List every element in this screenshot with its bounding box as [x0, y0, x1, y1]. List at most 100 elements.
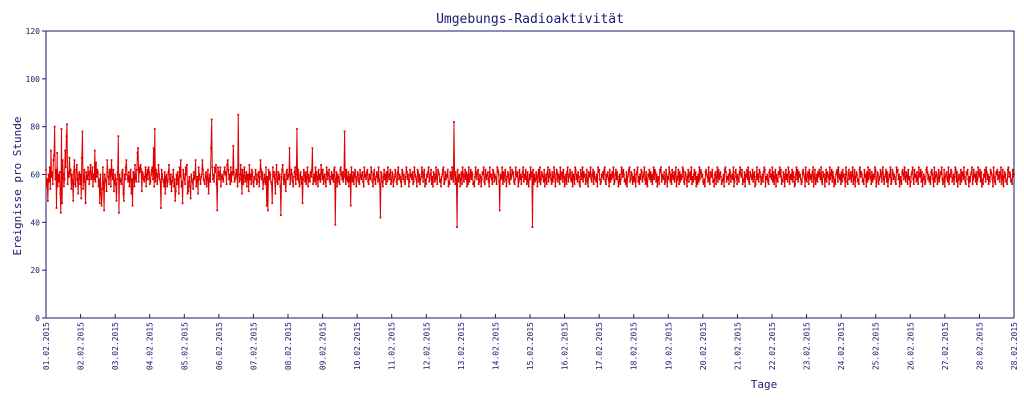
- data-point: [833, 178, 836, 181]
- data-point: [880, 180, 883, 183]
- data-point: [191, 180, 194, 183]
- data-point: [61, 202, 63, 205]
- data-point: [106, 171, 109, 174]
- data-point: [621, 171, 623, 174]
- data-point: [124, 178, 127, 181]
- data-point: [390, 183, 392, 185]
- data-point: [304, 180, 306, 183]
- data-point: [479, 175, 482, 178]
- data-point: [242, 183, 245, 185]
- data-point: [542, 180, 545, 183]
- data-point: [388, 178, 390, 181]
- data-point: [91, 166, 94, 169]
- data-point: [763, 168, 766, 171]
- data-point: [121, 171, 123, 174]
- data-point: [1006, 183, 1009, 185]
- data-point: [749, 171, 751, 174]
- data-point: [878, 178, 881, 181]
- data-point: [785, 168, 787, 171]
- data-point: [115, 199, 118, 202]
- data-point: [629, 180, 632, 183]
- data-point: [571, 185, 574, 188]
- data-point: [365, 178, 368, 181]
- data-point: [168, 164, 170, 166]
- data-point: [432, 185, 434, 188]
- data-point: [166, 185, 169, 188]
- data-point: [278, 178, 280, 181]
- data-point: [208, 173, 211, 176]
- data-point: [743, 171, 746, 174]
- data-point: [298, 185, 301, 188]
- data-point: [550, 183, 553, 185]
- data-point: [164, 192, 167, 195]
- data-point: [591, 173, 594, 176]
- data-point: [628, 168, 630, 171]
- data-point: [828, 183, 831, 185]
- data-point: [741, 168, 743, 171]
- data-point: [1007, 166, 1010, 169]
- data-point: [218, 173, 221, 176]
- data-point: [503, 173, 506, 176]
- data-point: [534, 180, 536, 183]
- data-point: [728, 168, 731, 171]
- data-point: [961, 173, 964, 176]
- data-point: [727, 173, 730, 176]
- data-point: [779, 175, 782, 178]
- data-point: [466, 185, 468, 188]
- data-point: [69, 168, 72, 171]
- data-point: [980, 171, 983, 174]
- data-point: [807, 183, 810, 185]
- data-point: [158, 178, 161, 181]
- x-tick-label: 04.02.2015: [146, 322, 155, 370]
- data-point: [580, 173, 583, 176]
- data-point: [812, 185, 815, 188]
- data-point: [935, 173, 938, 176]
- data-point: [269, 173, 272, 176]
- data-point: [257, 171, 260, 174]
- data-point: [439, 178, 442, 181]
- data-point: [231, 171, 233, 174]
- data-point: [187, 190, 190, 193]
- data-point: [492, 171, 495, 174]
- data-point: [314, 166, 317, 169]
- data-point: [972, 168, 975, 171]
- data-point: [264, 183, 267, 185]
- data-point: [333, 166, 336, 169]
- data-point: [435, 166, 437, 169]
- data-point: [499, 173, 502, 176]
- data-point: [895, 183, 897, 185]
- data-point: [170, 190, 173, 193]
- chart-title: Umgebungs-Radioaktivität: [436, 12, 624, 27]
- data-point: [442, 166, 445, 169]
- data-point: [801, 171, 804, 174]
- data-point: [404, 183, 407, 185]
- data-point: [57, 173, 60, 176]
- data-point: [224, 171, 227, 174]
- data-point: [265, 166, 267, 169]
- data-point: [417, 171, 420, 174]
- data-point: [373, 168, 376, 171]
- data-point: [480, 185, 483, 188]
- data-point: [385, 183, 387, 185]
- data-point: [630, 171, 633, 174]
- data-point: [130, 192, 133, 195]
- data-point: [678, 183, 680, 185]
- data-point: [306, 166, 309, 169]
- data-point: [631, 183, 634, 185]
- data-point: [919, 175, 921, 178]
- data-point: [497, 171, 500, 174]
- data-point: [705, 168, 708, 171]
- data-point: [868, 173, 871, 176]
- data-point: [199, 183, 202, 185]
- data-point: [988, 180, 991, 183]
- data-point: [147, 166, 150, 169]
- data-point: [567, 180, 570, 183]
- data-point: [795, 166, 798, 169]
- data-point: [347, 171, 350, 174]
- data-point: [827, 175, 830, 178]
- data-point: [145, 185, 148, 188]
- data-point: [798, 175, 801, 178]
- y-tick-label: 100: [26, 75, 41, 84]
- data-point: [820, 180, 823, 183]
- data-point: [295, 173, 298, 176]
